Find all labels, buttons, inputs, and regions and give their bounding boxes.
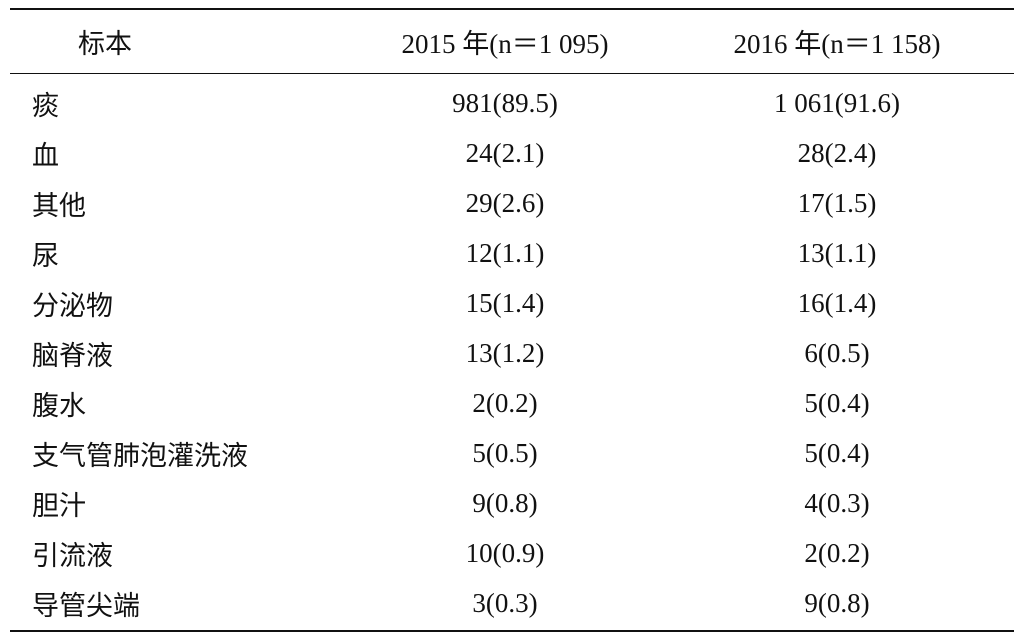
count-cell: 2(0.2) [472, 387, 538, 418]
header-cell: 2015 年(n＝1 095) [401, 29, 609, 59]
table-row: 导管尖端 3(0.3) 9(0.8) [10, 578, 1014, 628]
count-cell: 2(0.2) [804, 537, 870, 568]
count-cell: 1 061(91.6) [774, 87, 900, 118]
count-cell: 981(89.5) [452, 87, 558, 118]
table-row: 胆汁 9(0.8) 4(0.3) [10, 478, 1014, 528]
specimen-cell: 脑脊液 [32, 340, 113, 371]
count-cell: 3(0.3) [472, 587, 538, 618]
table-row: 支气管肺泡灌洗液 5(0.5) 5(0.4) [10, 428, 1014, 478]
specimen-cell: 导管尖端 [32, 590, 140, 621]
table-row: 血 24(2.1) 28(2.4) [10, 128, 1014, 178]
count-cell: 6(0.5) [804, 337, 870, 368]
table-body: 痰 981(89.5) 1 061(91.6) 血 24(2.1) 28(2.4) 其他 29… [10, 74, 1014, 630]
count-cell: 15(1.4) [465, 287, 545, 318]
count-cell: 16(1.4) [797, 287, 877, 318]
table-row: 分泌物 15(1.4) 16(1.4) [10, 278, 1014, 328]
top-rule [10, 8, 1014, 10]
count-cell: 13(1.1) [797, 237, 877, 268]
count-cell: 9(0.8) [472, 487, 538, 518]
count-cell: 4(0.3) [804, 487, 870, 518]
specimen-cell: 腹水 [32, 390, 86, 421]
table-row: 脑脊液 13(1.2) 6(0.5) [10, 328, 1014, 378]
count-cell: 17(1.5) [797, 187, 877, 218]
specimen-cell: 引流液 [32, 540, 113, 571]
table-row: 其他 29(2.6) 17(1.5) [10, 178, 1014, 228]
table-row: 尿 12(1.1) 13(1.1) [10, 228, 1014, 278]
table-row: 腹水 2(0.2) 5(0.4) [10, 378, 1014, 428]
specimen-cell: 胆汁 [32, 490, 86, 521]
count-cell: 12(1.1) [465, 237, 545, 268]
specimen-cell: 痰 [32, 90, 59, 121]
count-cell: 29(2.6) [465, 187, 545, 218]
table-row: 痰 981(89.5) 1 061(91.6) [10, 78, 1014, 128]
count-cell: 5(0.4) [804, 387, 870, 418]
header-rule [10, 73, 1014, 74]
table-row: 引流液 10(0.9) 2(0.2) [10, 528, 1014, 578]
count-cell: 9(0.8) [804, 587, 870, 618]
count-cell: 28(2.4) [797, 137, 877, 168]
count-cell: 5(0.5) [472, 437, 538, 468]
header-row: 标本 2015 年(n＝1 095) 2016 年(n＝1 158) [10, 10, 1014, 73]
specimen-cell: 血 [32, 140, 59, 171]
header-cell: 2016 年(n＝1 158) [733, 29, 941, 59]
header-cell: 标本 [78, 29, 132, 59]
specimen-cell: 支气管肺泡灌洗液 [32, 440, 248, 471]
count-cell: 5(0.4) [804, 437, 870, 468]
bottom-rule [10, 630, 1014, 632]
count-cell: 13(1.2) [465, 337, 545, 368]
specimen-cell: 其他 [32, 190, 86, 221]
count-cell: 10(0.9) [465, 537, 545, 568]
count-cell: 24(2.1) [465, 137, 545, 168]
table: 标本 2015 年(n＝1 095) 2016 年(n＝1 158) 痰 981(… [10, 8, 1014, 632]
specimen-cell: 尿 [32, 240, 59, 271]
specimen-cell: 分泌物 [32, 290, 113, 321]
